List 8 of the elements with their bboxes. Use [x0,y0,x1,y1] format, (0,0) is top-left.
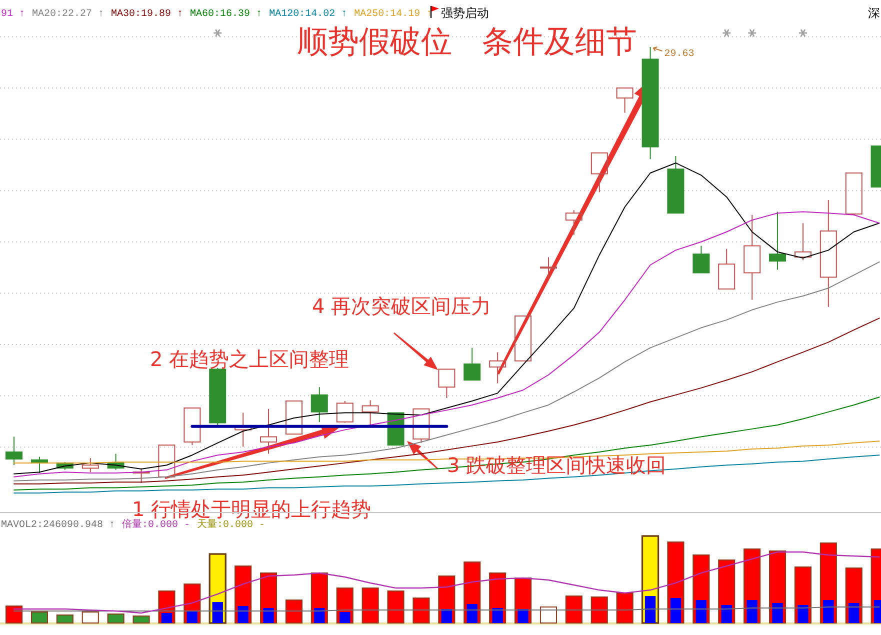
annotation: 2 在趋势之上区间整理 [150,347,350,371]
legend: 91 ↑ MA20:22.27 ↑ MA30:19.89 ↑ MA60:16.39 ↑ MA120:14.02 ↑ MA250:14.19 ↑ [1,9,432,20]
annotation: 4 再次突破区间压力 [312,294,492,318]
annotation: 29.63 [664,49,694,60]
chart-title: 顺势假破位 条件及细节 [297,24,637,60]
text: 深 [868,6,880,20]
legend: MAVOL2:246090.948 ↑ 倍量:0.000 - 天量:0.000 - [1,520,266,531]
text: 强势启动 [441,6,489,20]
